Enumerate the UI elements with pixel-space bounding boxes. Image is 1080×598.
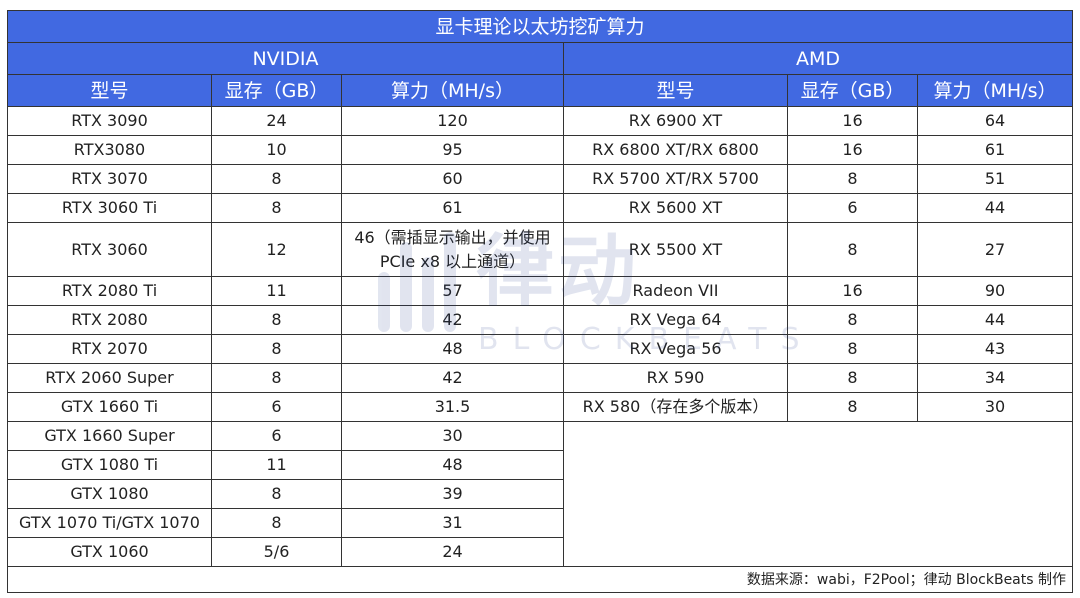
nvidia-row-13-model: GTX 1070 Ti/GTX 1070 bbox=[8, 509, 212, 538]
amd-section-header: AMD bbox=[564, 43, 1072, 75]
amd-row-2-hashrate: 51 bbox=[918, 165, 1072, 194]
nvidia-row-2-vram: 8 bbox=[212, 165, 342, 194]
nvidia-row-3-vram: 8 bbox=[212, 194, 342, 223]
amd-row-5-model: Radeon VII bbox=[564, 277, 788, 306]
nvidia-row-7-vram: 8 bbox=[212, 335, 342, 364]
amd-col-header-model: 型号 bbox=[564, 75, 788, 107]
nvidia-row-3-model: RTX 3060 Ti bbox=[8, 194, 212, 223]
nvidia-row-0-vram: 24 bbox=[212, 107, 342, 136]
amd-row-7-hashrate: 43 bbox=[918, 335, 1072, 364]
nvidia-row-5-hashrate: 57 bbox=[342, 277, 564, 306]
amd-empty-area bbox=[564, 422, 1072, 567]
amd-row-8-hashrate: 34 bbox=[918, 364, 1072, 393]
amd-row-4-hashrate: 27 bbox=[918, 223, 1072, 277]
nvidia-row-5-vram: 11 bbox=[212, 277, 342, 306]
amd-row-5-vram: 16 bbox=[788, 277, 918, 306]
nvidia-row-14-hashrate: 24 bbox=[342, 538, 564, 567]
nvidia-row-9-vram: 6 bbox=[212, 393, 342, 422]
amd-row-9-model: RX 580（存在多个版本） bbox=[564, 393, 788, 422]
nvidia-row-11-hashrate: 48 bbox=[342, 451, 564, 480]
nvidia-row-10-model: GTX 1660 Super bbox=[8, 422, 212, 451]
amd-row-6-model: RX Vega 64 bbox=[564, 306, 788, 335]
amd-row-1-vram: 16 bbox=[788, 136, 918, 165]
amd-row-6-vram: 8 bbox=[788, 306, 918, 335]
nvidia-row-14-vram: 5/6 bbox=[212, 538, 342, 567]
nvidia-row-14-model: GTX 1060 bbox=[8, 538, 212, 567]
table-title: 显卡理论以太坊挖矿算力 bbox=[8, 11, 1072, 43]
nvidia-row-4-vram: 12 bbox=[212, 223, 342, 277]
nvidia-row-10-vram: 6 bbox=[212, 422, 342, 451]
nvidia-row-1-model: RTX3080 bbox=[8, 136, 212, 165]
amd-col-header-vram: 显存（GB） bbox=[788, 75, 918, 107]
nvidia-row-9-model: GTX 1660 Ti bbox=[8, 393, 212, 422]
nvidia-row-8-model: RTX 2060 Super bbox=[8, 364, 212, 393]
nvidia-row-13-hashrate: 31 bbox=[342, 509, 564, 538]
nvidia-row-6-vram: 8 bbox=[212, 306, 342, 335]
amd-row-4-vram: 8 bbox=[788, 223, 918, 277]
nvidia-row-8-vram: 8 bbox=[212, 364, 342, 393]
amd-row-9-vram: 8 bbox=[788, 393, 918, 422]
amd-row-9-hashrate: 30 bbox=[918, 393, 1072, 422]
nvidia-row-7-model: RTX 2070 bbox=[8, 335, 212, 364]
amd-row-1-hashrate: 61 bbox=[918, 136, 1072, 165]
nvidia-row-2-hashrate: 60 bbox=[342, 165, 564, 194]
amd-row-7-vram: 8 bbox=[788, 335, 918, 364]
amd-row-3-hashrate: 44 bbox=[918, 194, 1072, 223]
amd-row-4-model: RX 5500 XT bbox=[564, 223, 788, 277]
nvidia-col-header-model: 型号 bbox=[8, 75, 212, 107]
hashrate-table: 显卡理论以太坊挖矿算力 NVIDIA AMD 型号 型号 显存（GB） 显存（GB） 算力（M… bbox=[7, 10, 1073, 593]
amd-row-7-model: RX Vega 56 bbox=[564, 335, 788, 364]
nvidia-row-6-hashrate: 42 bbox=[342, 306, 564, 335]
amd-row-0-model: RX 6900 XT bbox=[564, 107, 788, 136]
amd-row-8-model: RX 590 bbox=[564, 364, 788, 393]
amd-row-3-model: RX 5600 XT bbox=[564, 194, 788, 223]
nvidia-row-7-hashrate: 48 bbox=[342, 335, 564, 364]
amd-col-header-hashrate: 算力（MH/s） bbox=[918, 75, 1072, 107]
amd-row-8-vram: 8 bbox=[788, 364, 918, 393]
nvidia-row-11-vram: 11 bbox=[212, 451, 342, 480]
nvidia-row-3-hashrate: 61 bbox=[342, 194, 564, 223]
nvidia-row-1-vram: 10 bbox=[212, 136, 342, 165]
nvidia-row-13-vram: 8 bbox=[212, 509, 342, 538]
amd-row-0-hashrate: 64 bbox=[918, 107, 1072, 136]
nvidia-row-12-hashrate: 39 bbox=[342, 480, 564, 509]
source-footer: 数据来源：wabi，F2Pool；律动 BlockBeats 制作 bbox=[746, 571, 1066, 588]
nvidia-row-9-hashrate: 31.5 bbox=[342, 393, 564, 422]
amd-row-6-hashrate: 44 bbox=[918, 306, 1072, 335]
nvidia-row-0-hashrate: 120 bbox=[342, 107, 564, 136]
nvidia-row-1-hashrate: 95 bbox=[342, 136, 564, 165]
amd-row-1-model: RX 6800 XT/RX 6800 bbox=[564, 136, 788, 165]
nvidia-col-header-vram: 显存（GB） bbox=[212, 75, 342, 107]
nvidia-section-header: NVIDIA bbox=[8, 43, 564, 75]
amd-row-2-model: RX 5700 XT/RX 5700 bbox=[564, 165, 788, 194]
nvidia-row-5-model: RTX 2080 Ti bbox=[8, 277, 212, 306]
amd-row-2-vram: 8 bbox=[788, 165, 918, 194]
nvidia-row-0-model: RTX 3090 bbox=[8, 107, 212, 136]
nvidia-col-header-hashrate: 算力（MH/s） bbox=[342, 75, 564, 107]
nvidia-row-2-model: RTX 3070 bbox=[8, 165, 212, 194]
nvidia-row-4-model: RTX 3060 bbox=[8, 223, 212, 277]
nvidia-row-12-vram: 8 bbox=[212, 480, 342, 509]
nvidia-row-4-hashrate: 46（需插显示输出，并使用 PCIe x8 以上通道） bbox=[342, 223, 564, 277]
nvidia-row-8-hashrate: 42 bbox=[342, 364, 564, 393]
amd-row-0-vram: 16 bbox=[788, 107, 918, 136]
amd-row-3-vram: 6 bbox=[788, 194, 918, 223]
nvidia-row-12-model: GTX 1080 bbox=[8, 480, 212, 509]
nvidia-row-6-model: RTX 2080 bbox=[8, 306, 212, 335]
amd-row-5-hashrate: 90 bbox=[918, 277, 1072, 306]
nvidia-row-11-model: GTX 1080 Ti bbox=[8, 451, 212, 480]
nvidia-row-10-hashrate: 30 bbox=[342, 422, 564, 451]
